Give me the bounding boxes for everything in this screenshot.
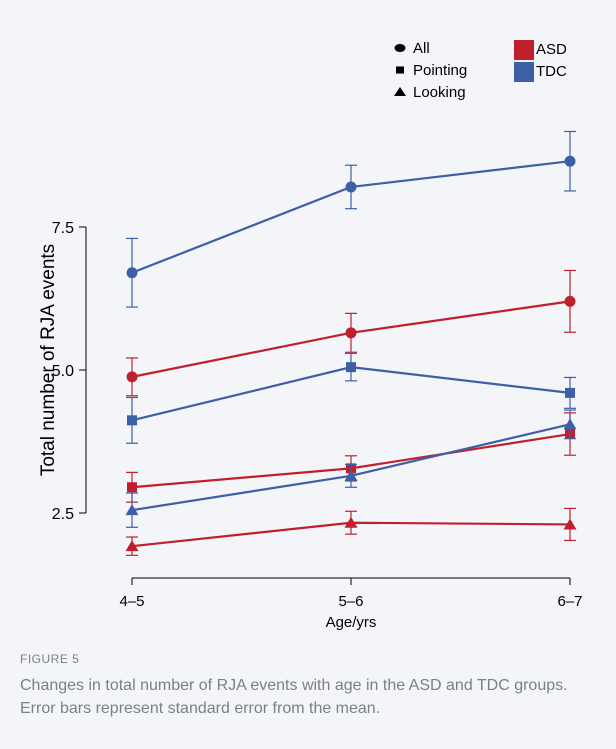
series-layer — [125, 130, 577, 556]
x-tick-label: 5–6 — [338, 593, 363, 610]
y-axis-title: Total number of RJA events — [38, 244, 59, 476]
series-tdc-all — [126, 130, 576, 308]
data-point — [126, 267, 138, 279]
data-point — [344, 516, 358, 528]
legend: All Pointing Looking ASD TDC — [394, 40, 567, 101]
legend-label: Pointing — [413, 62, 467, 79]
figure-caption: Changes in total number of RJA events wi… — [20, 677, 568, 717]
x-tick-label: 4–5 — [119, 593, 144, 610]
line-chart: 2.5 5.0 7.5 Total number of RJA events 4–5 5–… — [38, 40, 583, 631]
legend-label: All — [413, 40, 430, 57]
legend-triangle-icon — [394, 87, 406, 96]
data-point — [125, 540, 139, 552]
data-point — [346, 362, 356, 373]
data-point — [125, 504, 139, 516]
data-point — [564, 155, 576, 167]
data-point — [564, 295, 576, 307]
legend-item-tdc: TDC — [514, 62, 567, 82]
y-tick-label: 5.0 — [52, 363, 74, 380]
data-point — [565, 387, 575, 398]
data-point — [344, 469, 358, 481]
series-tdc-pointing — [126, 352, 576, 444]
legend-swatch — [514, 40, 534, 60]
series-tdc-looking — [125, 409, 577, 528]
axes: 2.5 5.0 7.5 Total number of RJA events 4–5 5–… — [38, 220, 583, 631]
data-point — [563, 518, 577, 530]
data-point — [345, 181, 357, 193]
legend-label: Looking — [413, 84, 466, 101]
legend-item-pointing: Pointing — [396, 62, 467, 79]
chart-area: 2.5 5.0 7.5 Total number of RJA events 4–5 5–… — [38, 40, 583, 631]
data-point — [127, 415, 137, 426]
legend-circle-icon — [394, 44, 406, 52]
legend-item-looking: Looking — [394, 84, 466, 101]
series-asd-pointing — [126, 412, 576, 503]
y-tick-label: 7.5 — [52, 220, 74, 237]
legend-item-all: All — [394, 40, 430, 57]
series-asd-all — [126, 269, 576, 397]
series-asd-looking — [125, 507, 577, 556]
legend-label: TDC — [536, 63, 567, 80]
data-point — [563, 418, 577, 430]
data-point — [345, 327, 357, 339]
data-point — [127, 482, 137, 493]
data-point — [126, 371, 138, 383]
legend-label: ASD — [536, 41, 567, 58]
legend-square-icon — [396, 66, 404, 74]
legend-swatch — [514, 62, 534, 82]
figure-label: FIGURE 5 — [20, 652, 80, 666]
y-tick-label: 2.5 — [52, 506, 74, 523]
x-axis-title: Age/yrs — [326, 614, 377, 631]
x-tick-label: 6–7 — [557, 593, 582, 610]
legend-item-asd: ASD — [514, 40, 567, 60]
